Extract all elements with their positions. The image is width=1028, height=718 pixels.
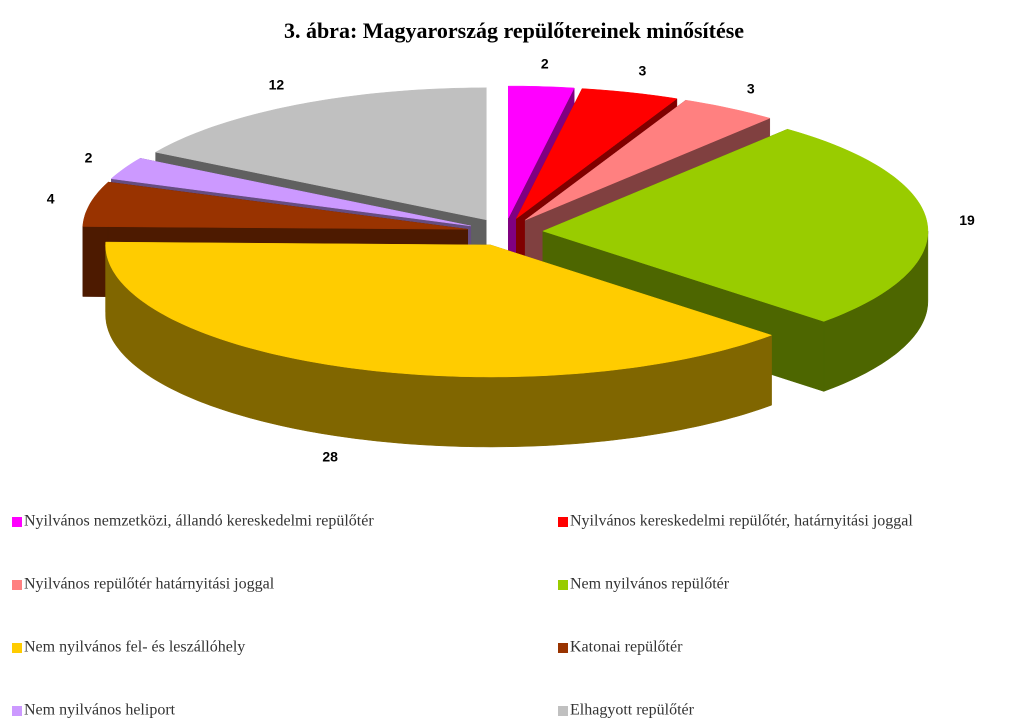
legend-label: Nyilvános kereskedelmi repülőtér, határn… [570,513,913,530]
data-label: 2 [541,55,549,71]
legend-swatch [558,643,568,653]
data-label: 3 [638,62,646,78]
slice [154,87,487,221]
data-label: 3 [747,80,755,96]
legend-label: Nem nyilvános fel- és leszállóhely [24,639,245,656]
legend-label: Nyilvános nemzetközi, állandó kereskedel… [24,513,374,530]
data-label: 19 [959,212,975,228]
legend-swatch [558,517,568,527]
slice [525,99,771,221]
legend-swatch [558,706,568,716]
legend-label: Nem nyilvános heliport [24,702,176,718]
slice [542,128,929,322]
data-label: 2 [85,149,93,165]
slice [516,88,678,219]
legend-swatch [12,580,22,590]
legend-swatch [558,580,568,590]
data-label: 12 [269,77,285,93]
pie: 2 3 3 19 28 4 2 12 [47,55,975,464]
data-label: 4 [47,190,55,206]
legend-label: Elhagyott repülőtér [570,702,695,718]
legend-swatch [12,517,22,527]
legend-label: Katonai repülőtér [570,639,683,656]
slice [110,158,471,227]
legend-label: Nyilvános repülőtér határnyitási joggal [24,576,275,593]
chart-title: 3. ábra: Magyarország repülőtereinek min… [284,18,744,43]
legend-swatch [12,643,22,653]
slice [508,85,575,219]
data-label: 28 [322,448,338,464]
legend: Nyilvános nemzetközi, állandó kereskedel… [12,513,913,718]
slice [82,181,468,230]
slice [105,241,773,378]
legend-swatch [12,706,22,716]
legend-label: Nem nyilvános repülőtér [570,576,730,593]
